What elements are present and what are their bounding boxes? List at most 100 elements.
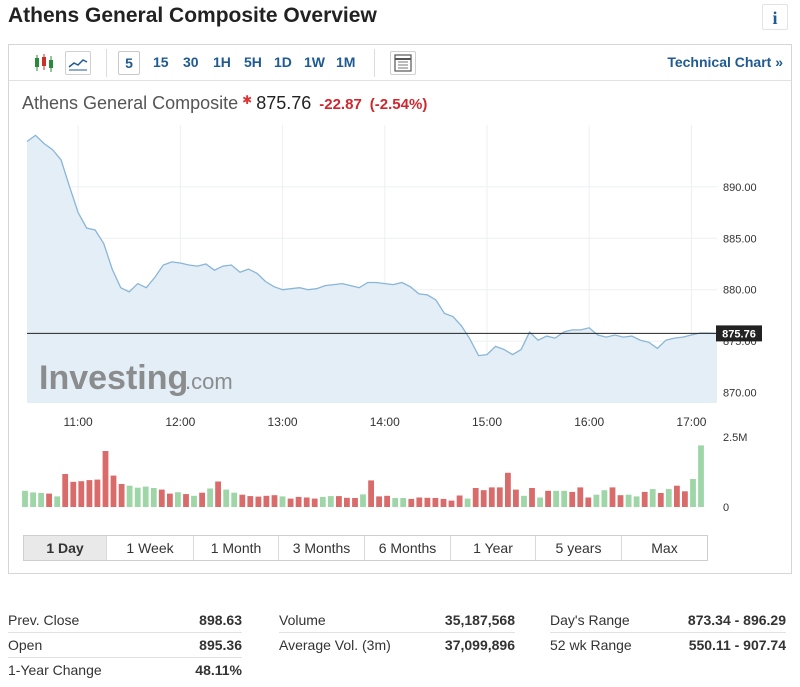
price-change: -22.87 (319, 96, 362, 113)
page-title: Athens General Composite Overview (8, 4, 377, 27)
stat-1-year-change: 1-Year Change 48.11% (8, 658, 242, 683)
timeframe-30[interactable]: 30 (183, 54, 199, 70)
candlestick-icon[interactable] (31, 51, 57, 75)
timeframe-5[interactable]: 5 (118, 51, 140, 75)
volume-bar (134, 487, 141, 507)
stat-label: Open (8, 637, 43, 653)
volume-bar (191, 495, 197, 507)
volume-bar (384, 495, 390, 507)
volume-bar (633, 496, 640, 507)
calendar-icon[interactable] (390, 51, 416, 75)
stat-prev-close: Prev. Close 898.63 (8, 608, 242, 633)
volume-bar (62, 474, 69, 507)
volume-bar (183, 494, 189, 507)
timeframe-1m[interactable]: 1M (336, 54, 356, 70)
stat-value: 35,187,568 (444, 612, 515, 628)
stat-average-volume: Average Vol. (3m) 37,099,896 (279, 633, 515, 658)
volume-bar (46, 493, 52, 507)
volume-bar (625, 494, 632, 507)
stat-52-week-range: 52 wk Range 550.11 - 907.74 (550, 633, 786, 658)
stat-label: Day's Range (550, 612, 630, 628)
stat-label: Average Vol. (3m) (279, 637, 391, 653)
range-tab-3-months[interactable]: 3 Months (279, 536, 365, 560)
volume-bar (472, 488, 479, 507)
y-tick-label: 885.00 (723, 233, 757, 245)
volume-bar (247, 496, 254, 507)
volume-bar (142, 486, 149, 507)
timeframe-1w[interactable]: 1W (304, 54, 325, 70)
volume-bar (271, 495, 278, 507)
stat-label: 1-Year Change (8, 662, 102, 678)
range-tab-1-week[interactable]: 1 Week (107, 536, 194, 560)
range-tab-1-day[interactable]: 1 Day (24, 536, 107, 560)
range-tab-1-month[interactable]: 1 Month (194, 536, 279, 560)
stats-column-2: Volume 35,187,568 Average Vol. (3m) 37,099… (279, 608, 515, 658)
range-tab-5-years[interactable]: 5 years (536, 536, 622, 560)
volume-bar (215, 481, 221, 507)
watermark-brand: Investing (39, 359, 188, 397)
volume-bar (336, 496, 342, 507)
volume-bar (295, 496, 302, 507)
volume-bar (287, 498, 294, 507)
y-tick-label: 870.00 (723, 388, 757, 400)
volume-bar (561, 490, 568, 507)
y-tick-label: 880.00 (723, 285, 757, 297)
volume-bar (601, 490, 608, 507)
quote-header: Athens General Composite ✱ 875.76 -22.87 (-2… (22, 93, 435, 114)
volume-bar (102, 451, 109, 507)
stat-days-range: Day's Range 873.34 - 896.29 (550, 608, 786, 633)
volume-bar (118, 484, 125, 507)
stats-column-3: Day's Range 873.34 - 896.29 52 wk Range 55… (550, 608, 786, 658)
volume-bar (303, 497, 310, 507)
x-tick-label: 17:00 (676, 415, 706, 429)
volume-bar (207, 488, 213, 507)
range-tab-max[interactable]: Max (622, 536, 707, 560)
volume-bar (432, 498, 439, 507)
volume-bar (70, 481, 77, 507)
stat-volume: Volume 35,187,568 (279, 608, 515, 633)
volume-bar (545, 490, 551, 507)
stat-label: Volume (279, 612, 326, 628)
x-tick-label: 11:00 (64, 415, 93, 429)
volume-bar (440, 498, 447, 507)
volume-bar (22, 490, 28, 507)
stat-value: 37,099,896 (444, 637, 515, 653)
info-icon[interactable]: i (762, 4, 788, 30)
chart-panel: 5 15 30 1H 5H 1D 1W 1M Technical Chart »… (8, 44, 792, 574)
volume-bar (505, 472, 511, 507)
timeframe-15[interactable]: 15 (153, 54, 169, 70)
star-icon: ✱ (242, 93, 253, 107)
volume-bar (585, 497, 592, 507)
stat-value: 895.36 (199, 637, 242, 653)
volume-bar (456, 495, 463, 507)
timeframe-1h[interactable]: 1H (213, 54, 231, 70)
volume-bar (150, 488, 157, 507)
volume-bar (641, 491, 648, 507)
stats-column-1: Prev. Close 898.63 Open 895.36 1-Year Chan… (8, 608, 242, 683)
stat-label: Prev. Close (8, 612, 80, 628)
volume-bar (223, 489, 230, 507)
y-tick-label: 890.00 (723, 182, 757, 194)
volume-bar (167, 493, 173, 507)
stat-value: 898.63 (199, 612, 242, 628)
volume-bar (231, 492, 238, 507)
timeframe-5h[interactable]: 5H (244, 54, 262, 70)
toolbar-divider (374, 49, 375, 77)
volume-bar (78, 481, 85, 507)
volume-bar (464, 498, 471, 507)
timeframe-1d[interactable]: 1D (274, 54, 292, 70)
volume-bar (521, 495, 527, 507)
line-chart-icon[interactable] (65, 51, 91, 75)
volume-bar (94, 479, 101, 507)
technical-chart-link[interactable]: Technical Chart » (667, 54, 783, 70)
range-tab-1-year[interactable]: 1 Year (451, 536, 536, 560)
volume-bar (529, 488, 535, 507)
range-tab-6-months[interactable]: 6 Months (365, 536, 451, 560)
x-tick-label: 14:00 (370, 415, 400, 429)
last-price-label: 875.76 (722, 328, 756, 340)
volume-bar (400, 498, 407, 507)
volume-tick-label: 2.5M (723, 432, 747, 444)
volume-bar (649, 489, 656, 507)
watermark-suffix: .com (185, 369, 233, 394)
stat-value: 550.11 - 907.74 (688, 637, 786, 653)
